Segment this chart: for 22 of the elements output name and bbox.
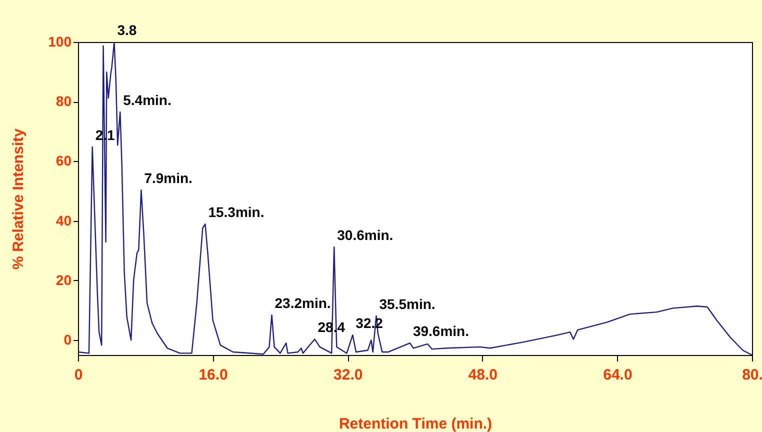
- y-tick-label: 40: [56, 212, 72, 228]
- x-tick-label: 16.0: [198, 366, 228, 384]
- annotation: 30.6min.: [337, 227, 394, 244]
- y-tick-label: 0: [64, 332, 72, 348]
- annotation: 15.3min.: [208, 204, 264, 220]
- y-tick-label: 20: [56, 272, 72, 288]
- annotation: 35.5min.: [379, 296, 436, 312]
- y-tick-label: 60: [56, 152, 72, 169]
- annotation: 3.8: [117, 22, 137, 38]
- y-tick-label: 100: [48, 34, 72, 50]
- x-tick-label: 80.: [742, 366, 762, 384]
- annotation: 23.2min.: [274, 295, 331, 312]
- y-tick-label: 80: [56, 93, 72, 110]
- annotation: 5.4min.: [123, 92, 172, 108]
- annotation: 7.9min.: [144, 170, 192, 186]
- annotation: 39.6min.: [412, 323, 469, 340]
- x-tick-label: 0: [74, 366, 83, 384]
- x-tick-label: 48.0: [468, 366, 498, 384]
- y-axis-title: % Relative Intensity: [10, 128, 28, 270]
- x-tick-label: 32.0: [334, 366, 363, 384]
- x-tick-label: 64.0: [603, 366, 632, 384]
- x-axis-title: Retention Time (min.): [338, 416, 492, 432]
